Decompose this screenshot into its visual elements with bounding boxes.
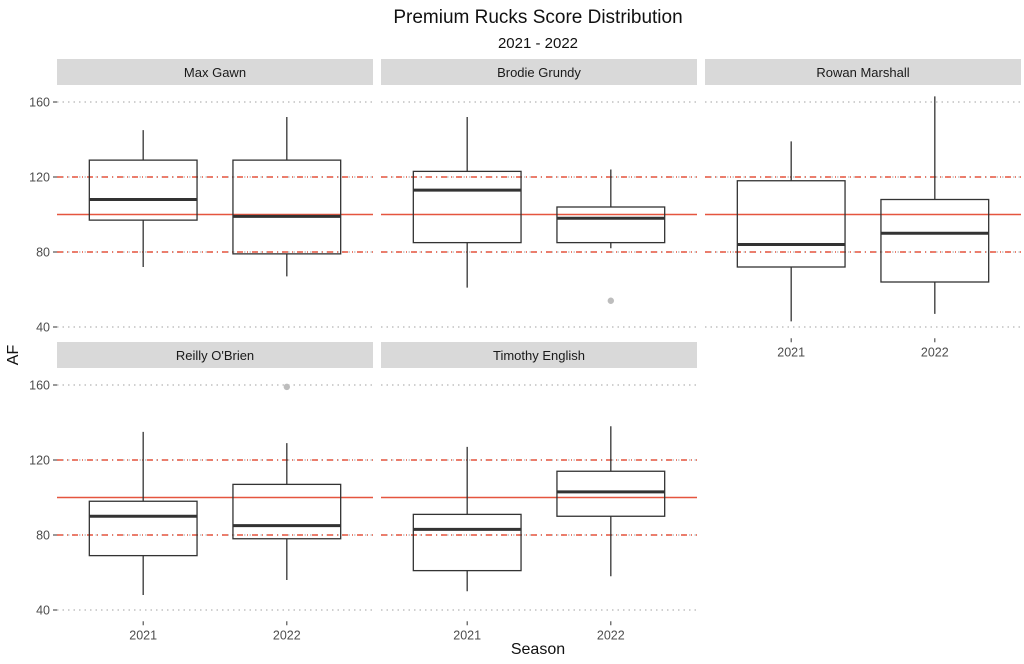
x-axis-label: Season xyxy=(511,641,565,658)
facet-strip-label: Rowan Marshall xyxy=(816,65,909,80)
y-tick-label: 160 xyxy=(29,96,50,110)
x-tick-label: 2021 xyxy=(129,628,157,642)
chart-subtitle: 2021 - 2022 xyxy=(498,35,578,52)
y-tick-label: 120 xyxy=(29,171,50,185)
facet-strip xyxy=(57,59,373,85)
outlier-point xyxy=(607,297,615,304)
x-tick-label: 2022 xyxy=(921,345,949,359)
x-tick-label: 2022 xyxy=(597,628,625,642)
y-axis-label: AF xyxy=(5,345,22,366)
x-tick-label: 2021 xyxy=(453,628,481,642)
box xyxy=(412,513,522,572)
box xyxy=(556,206,666,244)
y-tick-label: 40 xyxy=(36,604,50,618)
outlier-point xyxy=(283,383,291,391)
y-tick-label: 80 xyxy=(36,529,50,543)
facet-strip-label: Brodie Grundy xyxy=(497,65,581,80)
facet-strip-label: Reilly O'Brien xyxy=(176,348,254,363)
box xyxy=(232,159,342,255)
box xyxy=(412,170,522,244)
y-tick-label: 80 xyxy=(36,246,50,260)
x-tick-label: 2022 xyxy=(273,628,301,642)
box xyxy=(880,198,990,283)
y-tick-label: 160 xyxy=(29,379,50,393)
facet-strip xyxy=(705,59,1021,85)
facet-strip xyxy=(381,342,697,368)
box xyxy=(736,180,846,268)
facet-panel: Reilly O'Brien 40 80 120 160 2021 2022 xyxy=(29,342,373,642)
y-tick-label: 40 xyxy=(36,321,50,335)
y-tick-label: 120 xyxy=(29,454,50,468)
facet-strip-label: Timothy English xyxy=(493,348,585,363)
box xyxy=(232,483,342,540)
facet-panel: Timothy English 2021 2022 xyxy=(381,342,697,642)
facet-panel: Rowan Marshall 2021 2022 xyxy=(705,59,1021,359)
chart-title: Premium Rucks Score Distribution xyxy=(393,7,682,28)
facet-strip-label: Max Gawn xyxy=(184,65,246,80)
facet-strip xyxy=(57,342,373,368)
facet-panel: Max Gawn 40 80 120 160 xyxy=(29,59,373,335)
box xyxy=(556,470,666,517)
x-tick-label: 2021 xyxy=(777,345,805,359)
facet-panel: Brodie Grundy xyxy=(381,59,697,328)
box xyxy=(88,500,198,557)
box xyxy=(88,159,198,221)
facet-strip xyxy=(381,59,697,85)
